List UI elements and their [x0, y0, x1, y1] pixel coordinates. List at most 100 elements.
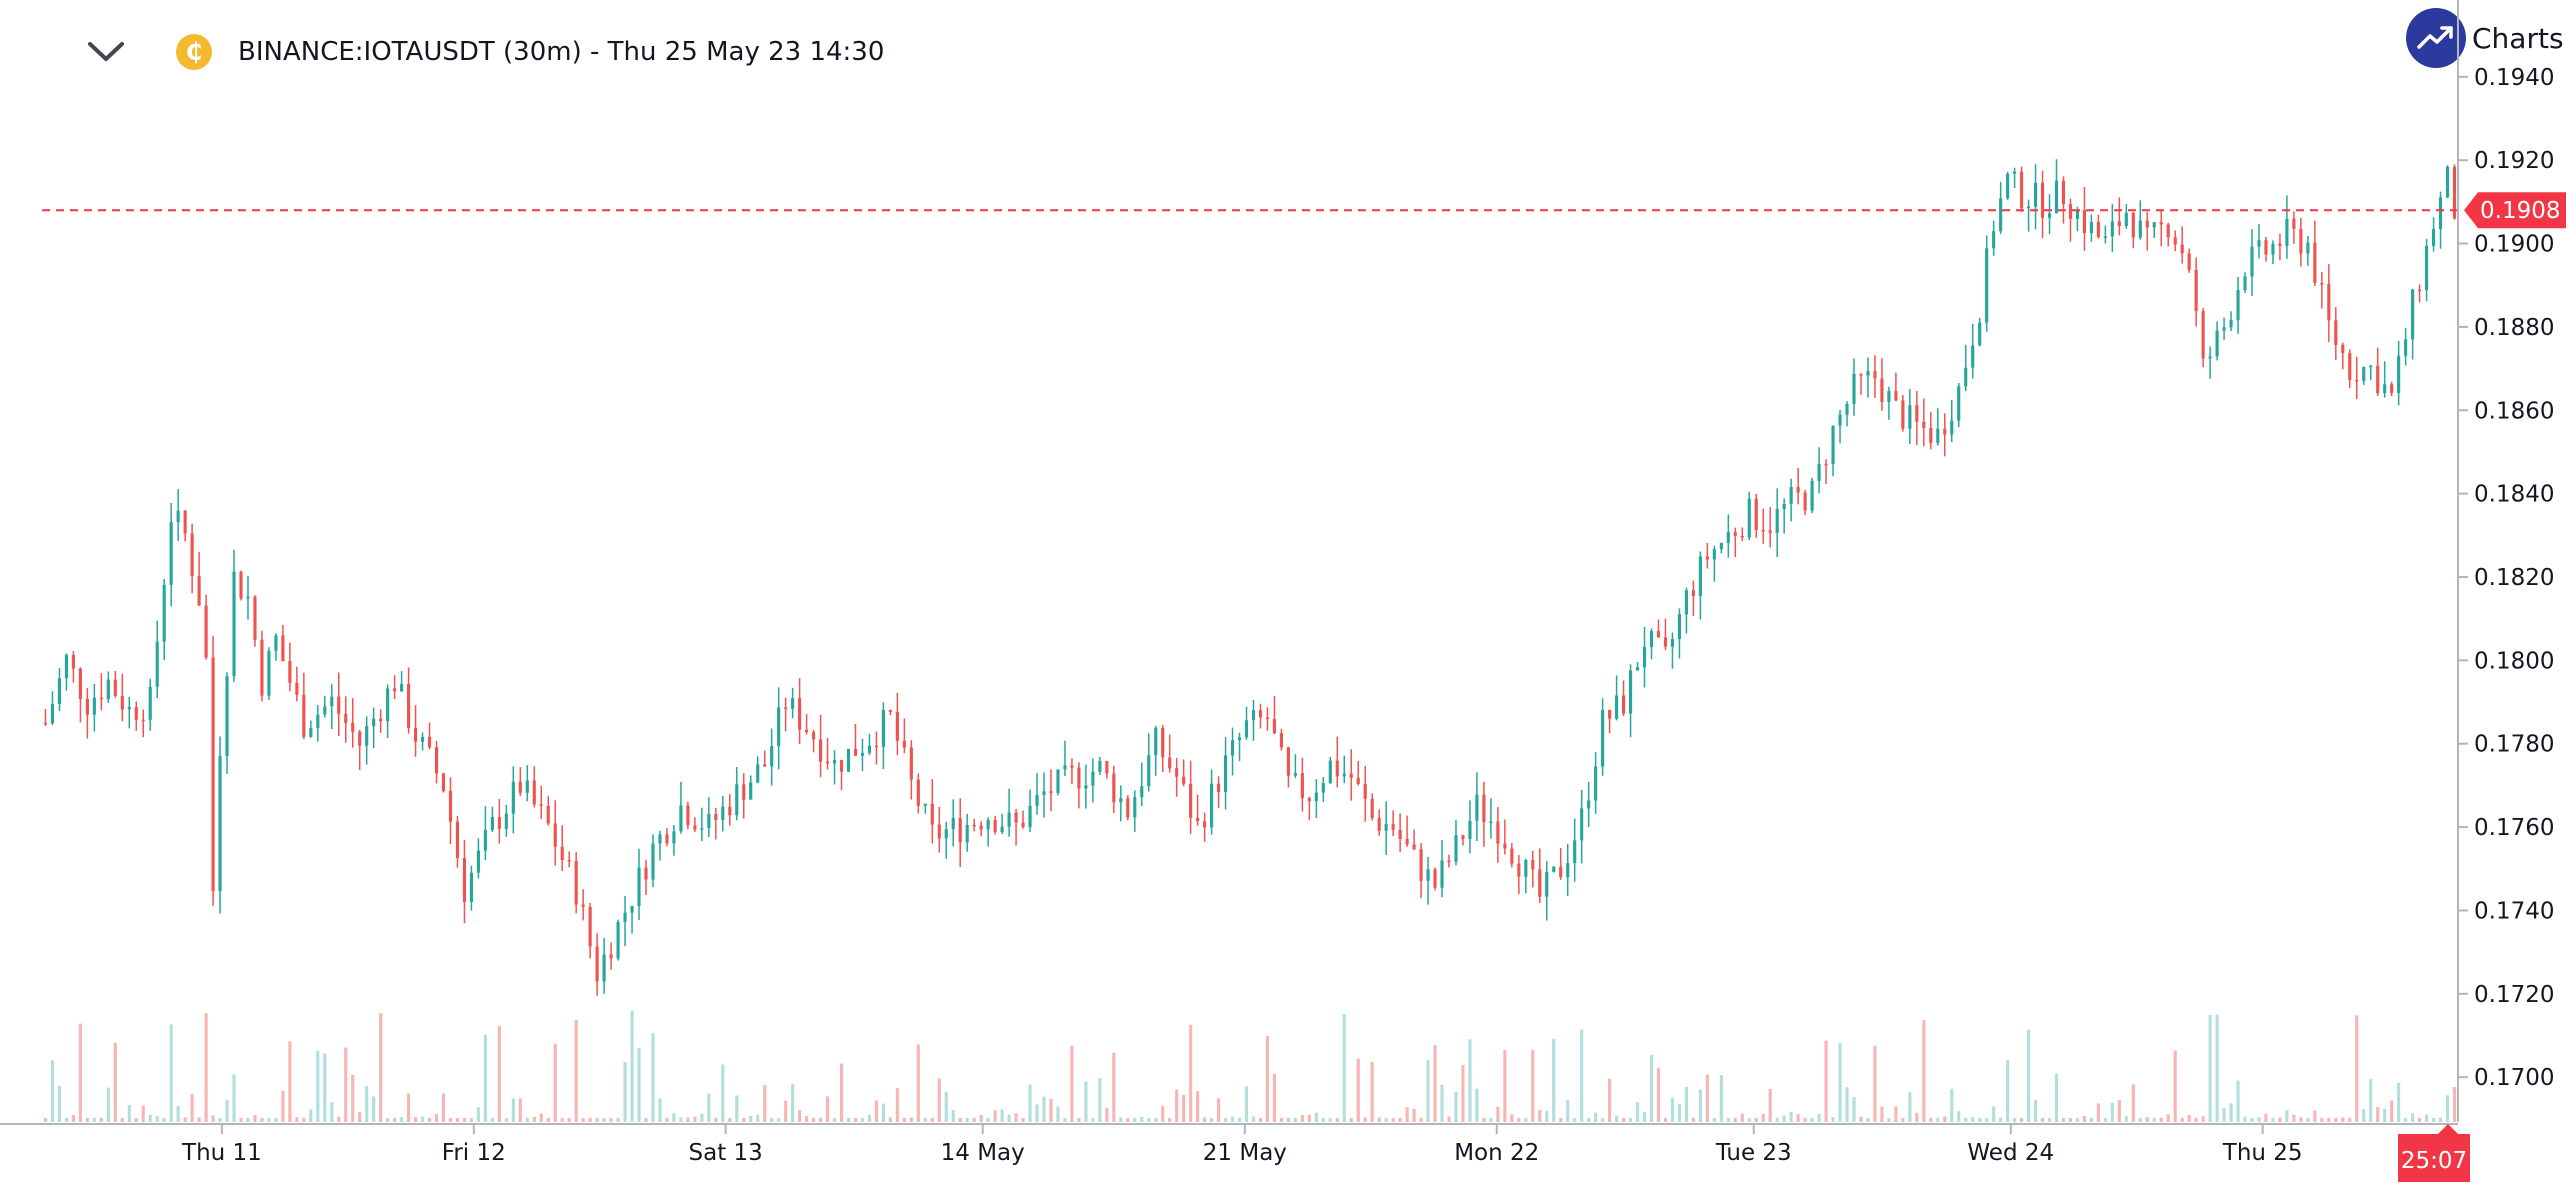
volume-bar	[2425, 1114, 2429, 1122]
volume-bar	[693, 1116, 697, 1122]
volume-bar	[1161, 1106, 1165, 1122]
brand[interactable]: Charts	[2406, 8, 2564, 68]
candle-body	[386, 688, 390, 722]
candle-body	[2096, 222, 2100, 237]
candle-body	[574, 861, 578, 905]
volume-bar	[1622, 1117, 1626, 1122]
candle-body	[1733, 532, 1737, 536]
volume-bar	[1042, 1096, 1046, 1122]
volume-bar	[393, 1118, 397, 1122]
volume-bar	[99, 1117, 103, 1122]
volume-bar	[1503, 1050, 1507, 1122]
candle-body	[895, 711, 899, 741]
candle-body	[490, 816, 494, 830]
candle-body	[937, 824, 941, 839]
price-axis[interactable]: 0.1940 0.1920 0.1900 0.1880 0.1860 0.1840 0.18…	[2457, 0, 2554, 1122]
volume-bar	[134, 1117, 138, 1122]
candle-body	[1642, 647, 1647, 668]
candle-body	[916, 779, 920, 806]
volume-bar	[490, 1117, 494, 1122]
candle-body	[881, 709, 885, 747]
candle-body	[2264, 240, 2268, 255]
volume-bar	[2327, 1117, 2331, 1122]
candle-body	[2026, 206, 2031, 209]
volume-bar	[1210, 1117, 1214, 1122]
candle-body	[1943, 428, 1947, 435]
chevron-down-icon[interactable]	[80, 28, 132, 76]
candle-body	[1831, 425, 1835, 465]
candle-body	[1140, 786, 1144, 798]
candle-body	[225, 676, 229, 757]
volume-bar	[2075, 1117, 2080, 1122]
volume-bar	[462, 1118, 467, 1122]
volume-bar	[1398, 1117, 1402, 1122]
volume-bar	[1649, 1054, 1654, 1122]
candle-body	[365, 726, 369, 746]
volume-bar	[441, 1093, 446, 1122]
volume-bar	[2020, 1117, 2024, 1122]
volume-bar	[211, 1115, 215, 1122]
volume-bar	[1726, 1117, 1730, 1122]
volume-bar	[1880, 1106, 1884, 1122]
volume-bar	[92, 1117, 96, 1122]
candle-body	[1810, 480, 1814, 511]
volume-bar	[218, 1117, 222, 1122]
candle-body	[1503, 843, 1507, 849]
candle-body	[323, 706, 327, 715]
candle-body	[393, 688, 397, 692]
volume-bar	[546, 1117, 550, 1122]
candle-body	[1559, 866, 1563, 878]
volume-bar	[602, 1117, 606, 1122]
volume-bar	[85, 1117, 89, 1122]
volume-bar	[1175, 1089, 1179, 1122]
volume-bar	[665, 1117, 669, 1122]
candle-body	[1175, 768, 1179, 777]
volume-bar	[2131, 1084, 2135, 1122]
candle-body	[560, 846, 564, 861]
candle-body	[1656, 631, 1661, 638]
volume-bar	[323, 1053, 327, 1122]
candle-body	[2299, 228, 2303, 254]
candle-body	[267, 650, 271, 696]
volume-bars	[43, 1010, 2457, 1122]
volume-bar	[1098, 1078, 1102, 1122]
volume-bar	[511, 1098, 515, 1122]
volume-bar	[316, 1050, 320, 1122]
candle-body	[1077, 767, 1081, 789]
volume-bar	[1475, 1088, 1479, 1122]
candle-body	[1370, 798, 1374, 819]
volume-bar	[1642, 1111, 1647, 1122]
volume-bar	[1859, 1116, 1863, 1122]
candle-body	[846, 748, 851, 772]
volume-bar	[567, 1117, 571, 1122]
candle-body	[1719, 542, 1723, 550]
candle-body	[832, 760, 837, 764]
volume-bar	[1349, 1117, 1353, 1122]
volume-bar	[686, 1117, 690, 1122]
candle-body	[2040, 182, 2045, 218]
volume-bar	[951, 1109, 955, 1122]
volume-bar	[1684, 1086, 1688, 1122]
volume-bar	[1810, 1117, 1814, 1122]
last-price-tag-bg	[2464, 192, 2566, 229]
candle-body	[1042, 791, 1046, 795]
candle-body	[120, 695, 124, 710]
volume-bar	[623, 1061, 627, 1122]
candle-body	[2257, 240, 2261, 247]
time-axis[interactable]: Thu 11 Fri 12 Sat 13 14 May 21 May Mon 22 Tue …	[0, 1123, 2458, 1166]
volume-bar	[2299, 1117, 2303, 1122]
volume-bar	[588, 1117, 592, 1122]
volume-bar	[1538, 1109, 1542, 1122]
volume-bar	[2452, 1087, 2457, 1122]
countdown-label: 25:07	[2401, 1148, 2467, 1174]
candle-body	[400, 683, 404, 692]
candle-body	[344, 713, 348, 723]
candle-body	[944, 829, 948, 839]
volume-bar	[1761, 1114, 1765, 1122]
volume-bar	[909, 1117, 913, 1122]
candle-body	[1901, 400, 1905, 429]
volume-bar	[1985, 1117, 1989, 1122]
candle-body	[476, 850, 480, 873]
candle-body	[1796, 487, 1800, 493]
